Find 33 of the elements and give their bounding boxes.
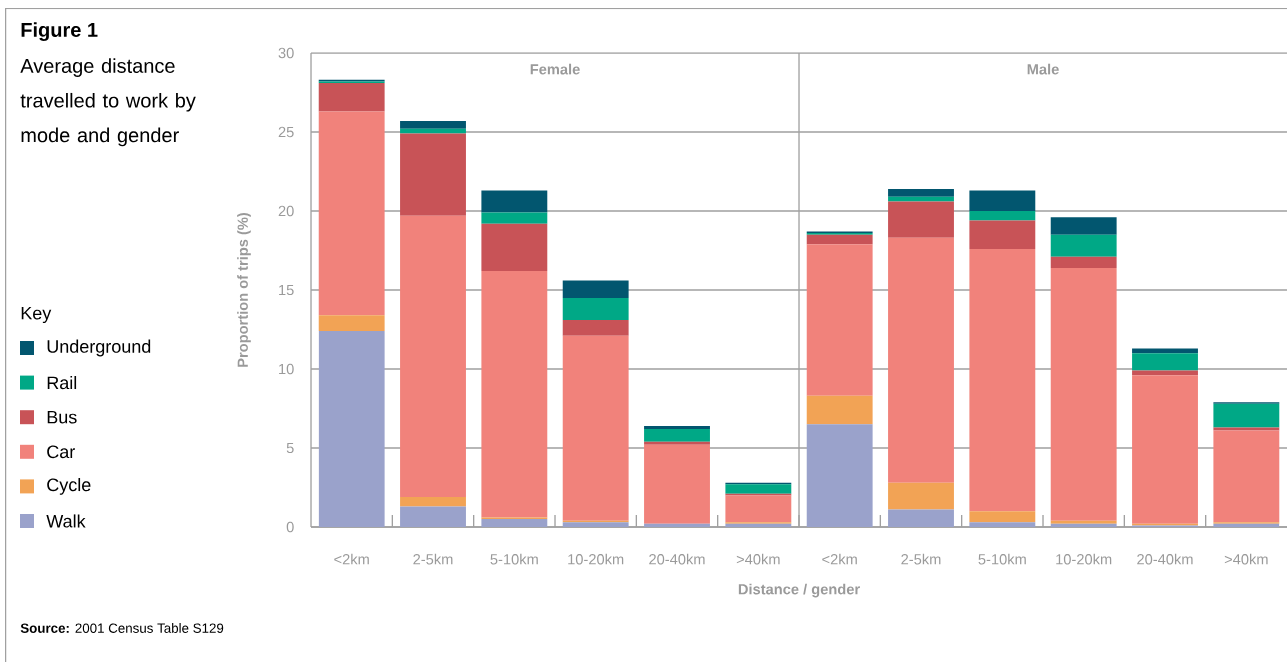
x-tick-label: 2-5km <box>901 553 941 565</box>
x-tick-label: 2-5km <box>413 553 453 565</box>
legend-label: Underground <box>47 339 151 357</box>
legend-label: Car <box>47 445 75 459</box>
y-tick-label: 30 <box>278 47 294 59</box>
x-tick-label: 20-40km <box>649 553 705 565</box>
x-tick-label: 5-10km <box>978 553 1026 565</box>
legend-label: Cycle <box>47 478 91 495</box>
text: Figure 1 <box>21 22 98 41</box>
x-tick-label: 10-20km <box>568 553 624 565</box>
x-tick-label: >40km <box>736 553 780 565</box>
y-tick-label: 25 <box>278 126 294 138</box>
y-axis-title: Proportion of trips (%) <box>237 212 251 367</box>
x-tick-label: 5-10km <box>490 553 538 565</box>
legend-title: Key <box>21 306 52 324</box>
annotation: Female <box>530 63 580 75</box>
y-tick-label: 20 <box>278 205 294 217</box>
legend-label: Bus <box>47 410 77 424</box>
y-tick-label: 0 <box>286 521 294 533</box>
y-tick-label: 10 <box>279 363 294 375</box>
x-tick-label: 10-20km <box>1056 553 1112 565</box>
x-tick-label: <2km <box>334 553 369 565</box>
legend-label: Walk <box>46 514 86 528</box>
y-tick-label: 5 <box>286 442 294 454</box>
y-tick-label: 15 <box>279 284 294 296</box>
x-tick-label: <2km <box>822 553 857 565</box>
x-tick-label: 20-40km <box>1137 553 1193 565</box>
x-tick-label: >40km <box>1224 553 1268 565</box>
x-axis-title: Distance / gender <box>738 583 860 598</box>
legend-label: Rail <box>47 375 77 390</box>
text: Average distance travelled to work by mode and gender <box>20 58 196 147</box>
annotation: Male <box>1027 63 1059 75</box>
text: Source: 2001 Census Table S129 <box>20 623 224 633</box>
